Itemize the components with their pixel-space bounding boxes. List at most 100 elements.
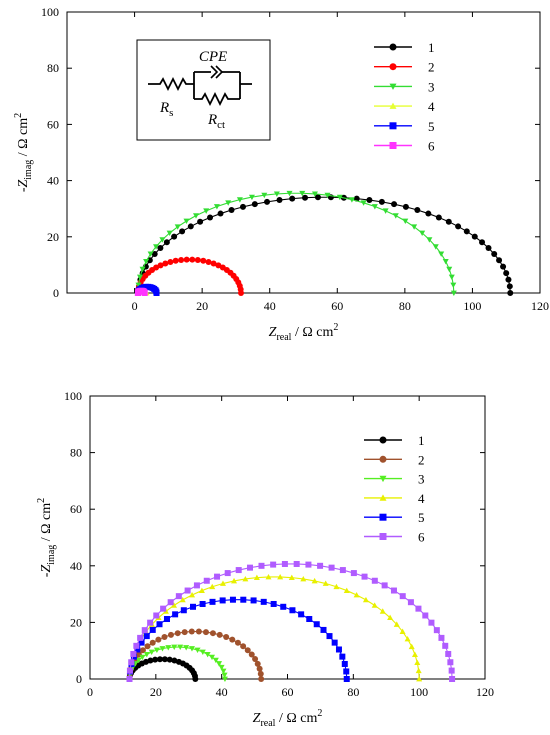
data-point [270,561,277,568]
data-point [348,197,355,203]
data-point [172,257,179,264]
data-point [317,562,324,569]
data-point [343,668,350,675]
legend-label: 3 [428,79,435,94]
legend-label: 3 [418,472,425,487]
data-point [174,224,181,230]
data-point [220,668,227,675]
data-point [270,600,277,607]
data-point [442,642,449,649]
data-point [371,602,378,608]
data-point [390,587,397,594]
x-title: Zreal / Ω cm2 [253,708,323,729]
data-point [289,607,296,614]
data-point [276,197,283,204]
data-point [432,244,439,250]
legend-marker [389,142,397,149]
data-point [135,282,142,288]
data-point [195,628,202,635]
data-point [212,657,219,664]
y-tick-label: 60 [70,502,82,516]
data-point [217,210,224,217]
x-sup: 2 [317,708,322,719]
data-point [416,676,423,682]
data-point [171,233,178,240]
data-point [162,260,169,267]
data-point [163,239,170,246]
data-point [448,667,455,674]
data-point [189,256,196,263]
data-point [341,660,348,667]
data-point [153,290,160,296]
y-sub: imag [23,160,34,180]
data-point [152,656,159,663]
series-line [138,196,511,294]
legend-marker [379,455,387,463]
cpe-label: CPE [199,49,227,65]
data-point [422,612,429,619]
rct-sub: ct [217,119,225,131]
data-point [143,258,150,265]
y-label: -Zimag / Ω cm2 [13,113,34,192]
data-point [314,194,321,201]
y-tick-label: 100 [41,5,59,19]
data-point [153,647,160,654]
data-point [165,645,172,651]
series-line [128,576,420,680]
data-point [246,564,253,571]
legend-marker [389,122,397,130]
x-label: Zreal / Ω cm2 [269,322,339,343]
data-point [209,654,216,661]
data-point [479,239,486,246]
data-point [426,237,433,243]
data-point [371,577,378,584]
legend: 1 2 3 4 5 6 [374,40,435,154]
x-tick-label: 0 [132,299,138,313]
rs-main: R [159,100,169,116]
legend-marker [379,475,387,483]
data-point [300,575,307,582]
data-point [171,602,178,608]
data-point [199,600,206,607]
data-point [188,628,195,635]
legend-label: 2 [428,60,435,75]
series-1 [135,194,514,296]
data-point [235,567,242,574]
data-point [231,577,238,584]
series-line [128,599,348,680]
data-point [258,676,265,682]
data-point [151,251,158,258]
data-point [298,611,305,618]
data-point [141,290,148,296]
data-point [240,596,247,603]
data-point [399,628,406,634]
data-point [171,644,178,651]
data-point [248,194,255,201]
data-point [379,608,386,614]
legend-marker [379,436,387,444]
data-point [221,676,228,682]
data-point [147,657,154,664]
data-point [407,599,414,606]
x-tick-label: 120 [531,299,549,313]
data-point [293,560,300,567]
legend-marker [389,83,397,90]
data-point [371,204,378,210]
data-point [313,621,320,628]
data-point [137,634,144,641]
data-point [306,616,313,623]
x-tick-label: 100 [410,685,428,699]
data-point [219,597,226,604]
data-point [183,256,190,263]
x-tick-label: 40 [264,299,276,313]
data-point [244,647,251,654]
data-point [203,577,210,584]
circuit-box [136,39,271,141]
data-point [281,560,288,567]
data-point [254,660,261,667]
data-point [184,587,191,594]
legend-label: 6 [418,530,425,545]
data-point [506,283,513,290]
data-point [339,567,346,574]
legend-marker [379,533,387,540]
